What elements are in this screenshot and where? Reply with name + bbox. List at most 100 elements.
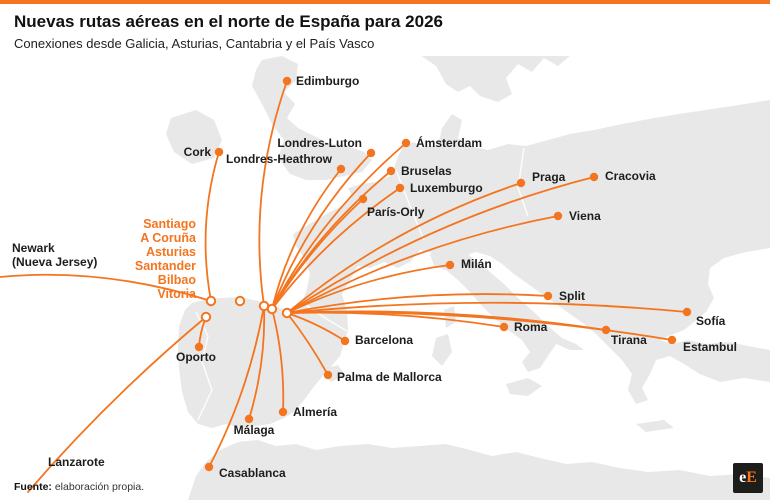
- city-label-praga: Praga: [532, 170, 566, 184]
- origin-label-santiago: Santiago: [143, 217, 196, 231]
- accent-topbar: [0, 0, 770, 4]
- city-dot-malaga: [244, 414, 254, 424]
- city-label-oporto: Oporto: [176, 350, 216, 364]
- land-corsica: [444, 306, 456, 328]
- route-amsterdam: [271, 142, 407, 310]
- city-dot-barcelona: [340, 336, 350, 346]
- city-label-milan: Milán: [461, 257, 492, 271]
- city-dot-edimburgo: [282, 76, 292, 86]
- city-label-almeria: Almería: [293, 405, 337, 419]
- city-dot-split: [543, 291, 553, 301]
- route-estambul: [286, 311, 673, 341]
- city-label-paris-orly: París-Orly: [367, 205, 425, 219]
- city-label-estambul: Estambul: [683, 340, 737, 354]
- land-scandinavia: [420, 55, 580, 102]
- route-viena: [286, 215, 559, 314]
- origin-city-dot-4: [266, 303, 278, 315]
- city-dot-londres-heathrow: [336, 164, 346, 174]
- city-dot-cracovia: [589, 172, 599, 182]
- route-cracovia: [286, 176, 595, 314]
- city-dot-bruselas: [386, 166, 396, 176]
- page-title: Nuevas rutas aéreas en el norte de Españ…: [14, 12, 444, 31]
- city-label-split: Split: [559, 289, 585, 303]
- route-londres-heathrow: [271, 168, 342, 310]
- route-londres-luton: [271, 152, 372, 310]
- destination-dots-layer: [194, 76, 692, 472]
- land-italy: [430, 246, 584, 372]
- origin-city-dot-6: [200, 311, 212, 323]
- route-palma-de-mallorca: [286, 312, 329, 376]
- city-dot-casablanca: [204, 462, 214, 472]
- city-label-newark-nueva-jersey: Newark (Nueva Jersey): [12, 241, 97, 269]
- border-central-europe: [517, 147, 529, 217]
- city-dot-oporto: [194, 342, 204, 352]
- land-north-africa: [188, 440, 770, 500]
- logo-letter-E: E: [746, 469, 757, 486]
- origin-label-santander: Santander: [135, 259, 196, 273]
- city-label-bruselas: Bruselas: [401, 164, 452, 178]
- source-text: elaboración propia.: [51, 481, 145, 493]
- land-continental-europe: [178, 100, 770, 428]
- origin-label-a-coruna: A Coruña: [140, 231, 197, 245]
- origin-dots-layer: [200, 295, 293, 323]
- route-paris-orly: [271, 198, 364, 310]
- city-label-casablanca: Casablanca: [219, 466, 286, 480]
- border-portugal-spain: [195, 311, 213, 421]
- routes-layer: [0, 80, 688, 493]
- city-label-tirana: Tirana: [611, 333, 647, 347]
- route-luxemburgo: [271, 187, 401, 310]
- city-label-roma: Roma: [514, 320, 548, 334]
- route-sofia: [286, 301, 688, 314]
- route-malaga: [248, 305, 266, 420]
- city-dot-praga: [516, 178, 526, 188]
- city-label-palma-de-mallorca: Palma de Mallorca: [337, 370, 442, 384]
- city-dot-milan: [445, 260, 455, 270]
- city-dot-viena: [553, 211, 563, 221]
- city-dot-roma: [499, 322, 509, 332]
- source-note: Fuente: elaboración propia.: [14, 481, 144, 493]
- city-label-malaga: Málaga: [234, 423, 275, 437]
- route-barcelona: [286, 312, 346, 342]
- city-dot-luxemburgo: [395, 183, 405, 193]
- city-label-cork: Cork: [184, 145, 212, 159]
- city-label-edimburgo: Edimburgo: [296, 74, 359, 88]
- route-milan: [286, 264, 451, 314]
- origin-city-dot-1: [205, 295, 217, 307]
- city-label-cracovia: Cracovia: [605, 169, 656, 183]
- city-dot-estambul: [667, 335, 677, 345]
- origin-label-bilbao: Bilbao: [158, 273, 197, 287]
- source-label: Fuente:: [14, 481, 52, 493]
- city-label-luxemburgo: Luxemburgo: [410, 181, 483, 195]
- city-label-londres-heathrow: Londres-Heathrow: [226, 152, 333, 166]
- route-cork: [204, 151, 220, 302]
- city-dot-cork: [214, 147, 224, 157]
- city-dot-sofia: [682, 307, 692, 317]
- border-france-east: [395, 169, 425, 241]
- page-subtitle: Conexiones desde Galicia, Asturias, Cant…: [14, 36, 375, 51]
- city-dot-tirana: [601, 325, 611, 335]
- city-label-amsterdam: Ámsterdam: [416, 135, 482, 150]
- route-split: [286, 293, 549, 314]
- land-ireland: [166, 110, 222, 164]
- city-label-sofia: Sofía: [696, 314, 726, 328]
- city-label-viena: Viena: [569, 209, 601, 223]
- route-newark-nueva-jersey: [0, 273, 212, 302]
- land-sardinia: [432, 334, 452, 366]
- city-dot-paris-orly: [358, 194, 368, 204]
- land-britain: [252, 56, 372, 180]
- city-dot-almeria: [278, 407, 288, 417]
- route-casablanca: [208, 305, 265, 468]
- land-crete: [636, 420, 674, 432]
- city-dot-amsterdam: [401, 138, 411, 148]
- land-mallorca: [320, 365, 345, 382]
- origin-label-vitoria: Vitoria: [157, 287, 197, 301]
- landmass-layer: [166, 55, 770, 500]
- city-label-lanzarote: Lanzarote: [48, 455, 105, 469]
- header: Nuevas rutas aéreas en el norte de Españ…: [0, 4, 770, 56]
- route-praga: [286, 182, 522, 314]
- origin-city-dot-2: [234, 295, 246, 307]
